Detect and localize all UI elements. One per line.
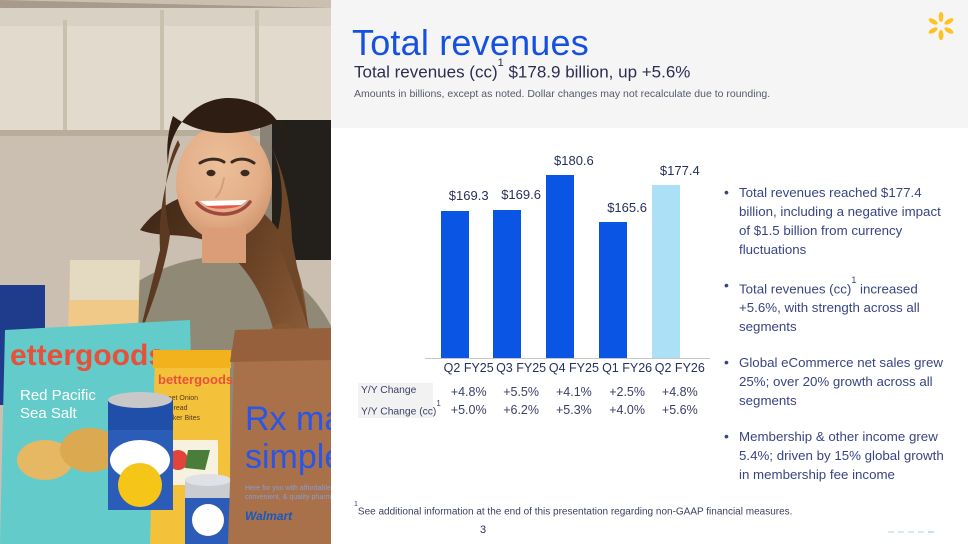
svg-text:ettergoods: ettergoods <box>10 339 165 372</box>
svg-text:convenient, & quality pharmacy: convenient, & quality pharmacy. <box>245 494 331 501</box>
svg-text:bettergoods: bettergoods <box>158 372 233 387</box>
svg-text:Rx mad: Rx mad <box>245 400 331 438</box>
svg-text:Walmart: Walmart <box>245 509 293 523</box>
svg-text:Red Pacific: Red Pacific <box>20 387 96 404</box>
svg-text:simple: simple <box>245 438 331 476</box>
svg-text:Sea Salt: Sea Salt <box>20 405 78 422</box>
svg-text:Here for you with affordable,: Here for you with affordable, <box>245 485 331 492</box>
